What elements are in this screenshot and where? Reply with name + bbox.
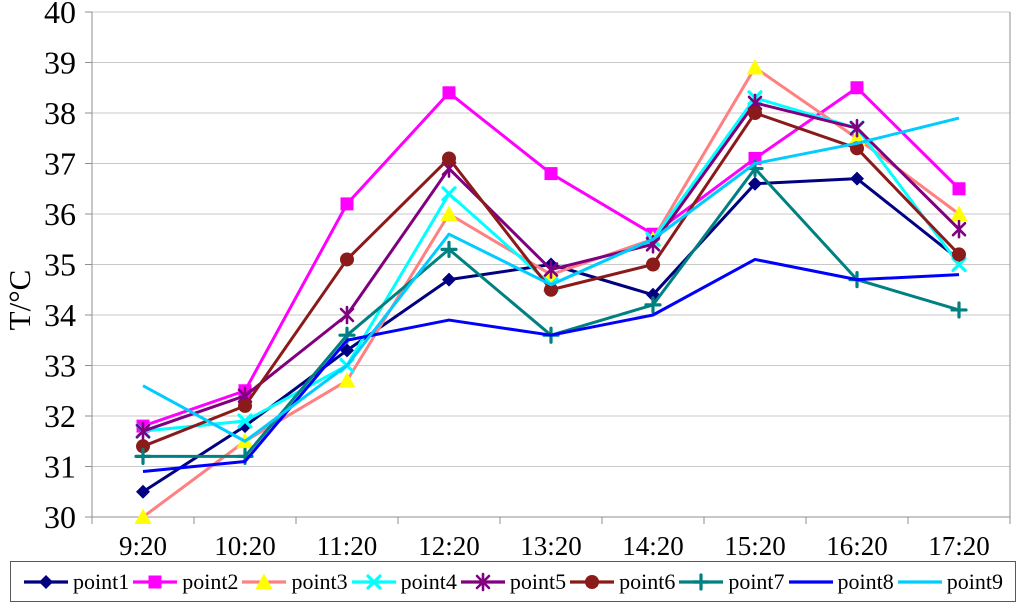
y-tick-label: 36	[44, 196, 76, 232]
legend-label-point7: point7	[728, 568, 785, 594]
legend-item-point2: point2	[132, 569, 238, 595]
legend-label-point9: point9	[946, 568, 1003, 594]
legend-label-point2: point2	[182, 568, 239, 594]
y-tick-label: 30	[44, 499, 76, 535]
x-tick-label: 12:20	[418, 531, 480, 560]
series-line-point9	[142, 116, 960, 443]
legend-asterisk-marker-icon	[460, 572, 505, 591]
series-line-point7	[143, 167, 960, 458]
legend-circle-marker-icon	[570, 574, 615, 589]
legend-label-point5: point5	[509, 568, 567, 594]
legend-item-point1: point1	[23, 569, 129, 595]
chart-canvas: 30 31 32 33 34 35 36 37 38 39 40 9:20 10:20 11:20 12:2…	[2, 0, 1011, 560]
series-point8	[142, 257, 960, 474]
legend-item-point8: point8	[788, 569, 894, 595]
legend-diamond-marker-icon	[24, 574, 68, 589]
y-tick-label: 40	[44, 0, 76, 30]
legend-label-point1: point1	[73, 568, 130, 594]
legend-item-point5: point5	[460, 569, 566, 595]
legend-label-point8: point8	[837, 568, 894, 594]
x-tick-label: 11:20	[317, 531, 378, 560]
y-tick-label: 38	[44, 95, 76, 131]
y-axis-tick-labels: 30 31 32 33 34 35 36 37 38 39 40	[44, 0, 76, 535]
legend-label-point3: point3	[291, 568, 348, 594]
legend-label-point4: point4	[400, 568, 457, 594]
legend-item-point6: point6	[569, 569, 675, 595]
series-line-point8	[142, 257, 960, 474]
legend-triangle-marker-icon	[242, 573, 287, 589]
y-tick-label: 33	[44, 348, 76, 384]
x-tick-label: 17:20	[928, 531, 990, 560]
series-point7	[134, 159, 968, 465]
y-tick-label: 31	[44, 449, 76, 485]
series-point9	[142, 116, 960, 443]
x-tick-label: 10:20	[214, 531, 276, 560]
x-axis-tick-labels: 9:20 10:20 11:20 12:20 13:20 14:20 15:20 16:20 1…	[119, 531, 990, 560]
y-tick-label: 35	[44, 247, 76, 283]
y-axis-title: T/°C	[2, 270, 37, 331]
legend-plus-marker-icon	[679, 572, 724, 591]
series-point6	[136, 106, 966, 454]
legend-none-marker-icon	[788, 579, 833, 584]
legend-x-marker-icon	[351, 573, 396, 590]
x-tick-label: 16:20	[826, 531, 888, 560]
y-tick-label: 34	[44, 297, 76, 333]
plot-frame	[85, 11, 1011, 524]
legend-square-marker-icon	[133, 575, 178, 588]
legend-none-marker-icon	[897, 579, 942, 584]
legend-item-point4: point4	[351, 569, 457, 595]
x-tick-label: 13:20	[520, 531, 582, 560]
y-tick-label: 37	[44, 146, 76, 182]
legend-item-point3: point3	[241, 568, 348, 595]
x-tick-label: 15:20	[724, 531, 786, 560]
legend-item-point7: point7	[678, 568, 785, 595]
legend-label-point6: point6	[619, 568, 676, 594]
x-tick-label: 9:20	[119, 531, 167, 560]
series-point2	[136, 81, 966, 433]
y-tick-label: 32	[44, 398, 76, 434]
legend-item-point9: point9	[897, 569, 1003, 595]
x-tick-label: 14:20	[622, 531, 684, 560]
chart-legend: point1 point2 point3 point4 point5 point6 poin…	[10, 561, 1016, 602]
y-tick-label: 39	[44, 45, 76, 81]
